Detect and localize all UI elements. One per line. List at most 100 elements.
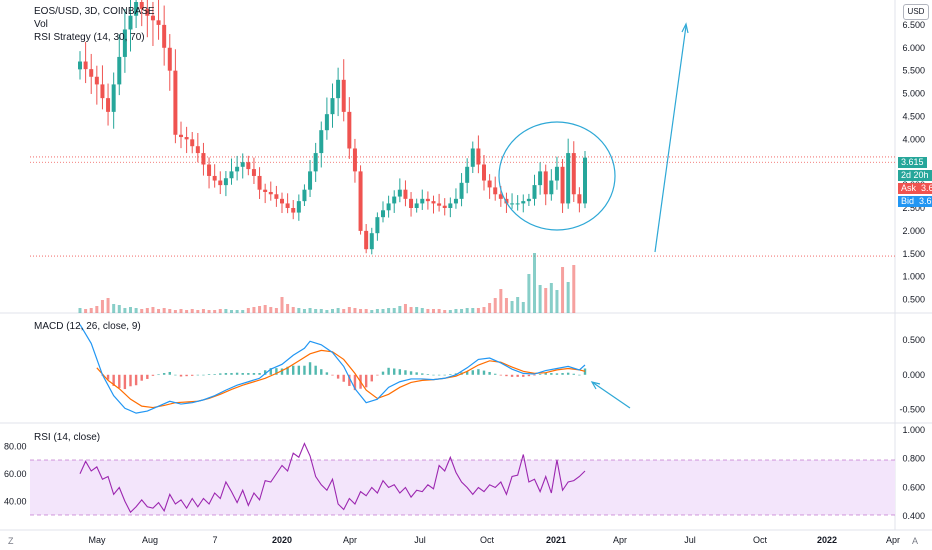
- candle-body: [538, 171, 543, 186]
- ask-label: Ask: [901, 183, 917, 193]
- candle-body: [543, 171, 548, 195]
- candle-body: [100, 84, 105, 99]
- volume-bar: [112, 304, 116, 313]
- volume-label: Vol: [34, 19, 48, 30]
- volume-bar: [420, 308, 424, 313]
- auto-scale-button[interactable]: A: [912, 536, 919, 546]
- macd-histogram-bar: [510, 374, 514, 377]
- candle-body: [218, 180, 223, 186]
- macd-histogram-bar: [522, 374, 525, 377]
- countdown-tag: 2d 20h: [898, 170, 932, 181]
- candle-body: [201, 153, 206, 165]
- volume-bar: [460, 309, 464, 313]
- macd-histogram-bar: [308, 362, 312, 375]
- rsi-right-tick: 0.800: [902, 454, 925, 464]
- zoom-reset-button[interactable]: Z: [8, 536, 14, 546]
- price-axis-tick: 6.500: [902, 20, 925, 30]
- candle-body: [549, 180, 554, 195]
- candle-body: [302, 189, 307, 202]
- macd-histogram-bar: [353, 374, 357, 391]
- macd-histogram-bar: [415, 372, 418, 375]
- volume-bar: [302, 309, 306, 313]
- volume-bar: [106, 298, 110, 313]
- time-axis-tick: Apr: [343, 535, 357, 545]
- candle-body: [111, 84, 116, 112]
- candle-body: [190, 139, 195, 147]
- volume-bar: [117, 305, 121, 313]
- macd-histogram-bar: [213, 374, 216, 375]
- volume-bar: [213, 310, 217, 313]
- macd-histogram-bar: [398, 369, 402, 375]
- candle-body: [482, 164, 486, 181]
- candle-body: [532, 185, 537, 199]
- price-axis-tick: 1.000: [902, 272, 925, 282]
- volume-bar: [78, 308, 82, 313]
- macd-histogram-bar: [275, 368, 278, 375]
- volume-bar: [190, 309, 194, 313]
- rsi-label: RSI (14, close): [34, 432, 101, 443]
- candle-body: [128, 15, 133, 30]
- volume-bar: [392, 308, 396, 313]
- price-axis-tick: 4.000: [902, 134, 925, 144]
- candle-body: [83, 61, 88, 70]
- candle-body: [94, 76, 99, 85]
- volume-bar: [342, 309, 346, 313]
- macd-histogram-bar: [196, 374, 200, 376]
- volume-bar: [471, 308, 475, 313]
- candle-body: [420, 198, 425, 204]
- macd-histogram-bar: [129, 374, 132, 387]
- volume-bar: [527, 274, 531, 313]
- volume-bar: [89, 308, 93, 313]
- candle-body: [207, 164, 212, 176]
- volume-bar: [561, 267, 565, 313]
- annotation-arrow-up-head: [681, 22, 689, 34]
- macd-histogram-bar: [499, 374, 503, 376]
- macd-histogram-bar: [370, 374, 373, 382]
- macd-axis-tick: 0.000: [902, 370, 925, 380]
- candle-body: [179, 134, 183, 138]
- candle-body: [364, 230, 369, 250]
- currency-button[interactable]: USD: [903, 4, 929, 20]
- macd-axis-tick: 0.500: [902, 335, 925, 345]
- volume-bar: [173, 310, 177, 313]
- price-axis-tick: 2.500: [902, 203, 925, 213]
- candle-body: [150, 15, 155, 21]
- macd-histogram-bar: [118, 374, 121, 389]
- volume-bar: [387, 308, 391, 313]
- candle-body: [341, 79, 346, 112]
- volume-bar: [134, 308, 138, 313]
- macd-histogram-bar: [303, 365, 306, 375]
- candle-body: [268, 191, 273, 195]
- macd-histogram-bar: [432, 374, 435, 376]
- candle-body: [296, 201, 301, 213]
- volume-bar: [246, 308, 250, 313]
- candle-body: [89, 69, 94, 77]
- annotation-arrow-up: [654, 25, 687, 253]
- candle-body: [274, 194, 279, 199]
- volume-bar: [426, 309, 430, 313]
- volume-bar: [476, 308, 480, 313]
- volume-bar: [566, 282, 570, 313]
- candle-body: [487, 180, 492, 188]
- volume-bar: [179, 309, 183, 313]
- candle-body: [381, 210, 385, 218]
- price-axis-tick: 5.500: [902, 66, 925, 76]
- candle-body: [409, 198, 414, 208]
- macd-histogram-bar: [494, 373, 497, 375]
- bid-value: 3.612: [919, 196, 932, 206]
- macd-histogram-bar: [516, 374, 519, 377]
- macd-histogram-bar: [286, 366, 289, 375]
- candle-body: [106, 98, 111, 112]
- time-axis-tick: 2021: [546, 535, 566, 545]
- macd-histogram-bar: [280, 368, 284, 375]
- time-axis-tick: Jul: [684, 535, 696, 545]
- candle-body: [470, 148, 475, 167]
- candle-body: [251, 169, 256, 176]
- rsi-left-tick: 40.00: [4, 496, 27, 506]
- macd-histogram-bar: [376, 374, 379, 376]
- volume-bar: [482, 307, 486, 313]
- price-axis-tick: 2.000: [902, 226, 925, 236]
- candle-body: [134, 2, 139, 16]
- candle-body: [453, 198, 458, 204]
